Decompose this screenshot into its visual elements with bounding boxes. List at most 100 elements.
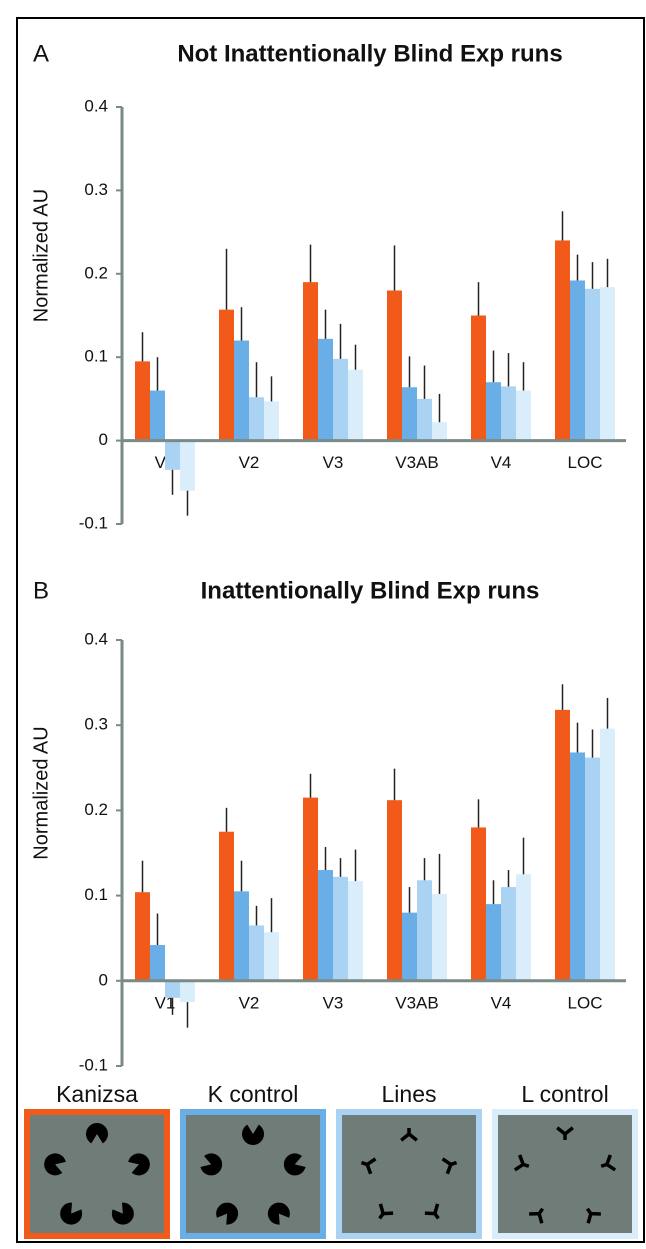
- y-tick-label: 0.2: [84, 800, 108, 819]
- stimulus-inducer: [283, 1153, 306, 1176]
- bar: [555, 709, 570, 981]
- stimulus-inducer: [86, 1123, 108, 1144]
- y-tick-label: 0.2: [84, 263, 108, 282]
- bar: [432, 422, 447, 441]
- bar: [264, 401, 279, 441]
- stimulus-inducer: [216, 1202, 239, 1225]
- x-tick-label: V4: [491, 993, 512, 1012]
- stimulus-inducer: [529, 1207, 545, 1224]
- stimulus-inducer: [556, 1126, 574, 1140]
- bar: [348, 881, 363, 981]
- bar: [348, 369, 363, 441]
- y-tick-label: -0.1: [79, 513, 108, 532]
- bar: [501, 887, 516, 981]
- stimulus-inducer: [128, 1153, 150, 1176]
- bar: [303, 282, 318, 441]
- chart-title: Not Inattentionally Blind Exp runs: [177, 40, 562, 67]
- stimulus-inducer: [378, 1203, 394, 1220]
- bar: [333, 358, 348, 441]
- bar: [486, 382, 501, 441]
- bar: [249, 925, 264, 981]
- bar: [570, 280, 585, 441]
- bar: [135, 892, 150, 981]
- stimulus-inducer: [400, 1128, 418, 1142]
- legend-swatch: [180, 1109, 326, 1239]
- y-axis-label: Normalized AU: [30, 726, 52, 859]
- bar: [264, 932, 279, 981]
- stimulus-inducer: [242, 1124, 265, 1145]
- y-tick-label: 0.4: [84, 629, 108, 648]
- bar: [600, 287, 615, 441]
- stimulus-inducer: [585, 1207, 601, 1224]
- y-tick-label: 0.4: [84, 96, 108, 115]
- bar: [387, 290, 402, 441]
- chart-title: Inattentionally Blind Exp runs: [201, 577, 540, 604]
- y-tick-label: 0.1: [84, 885, 108, 904]
- y-tick-label: 0: [99, 970, 108, 989]
- stimulus-inducer: [600, 1154, 617, 1172]
- bar: [150, 945, 165, 981]
- bar: [402, 387, 417, 441]
- bar: [303, 797, 318, 981]
- x-tick-label: V2: [239, 993, 260, 1012]
- stimulus-inducer: [200, 1153, 223, 1176]
- bar: [165, 440, 180, 470]
- bar: [516, 390, 531, 441]
- bar: [318, 338, 333, 441]
- bar: [180, 440, 195, 491]
- bar: [471, 315, 486, 441]
- bar: [501, 386, 516, 441]
- bar: [165, 980, 180, 998]
- stimulus-inducer: [111, 1202, 134, 1225]
- bar: [570, 752, 585, 981]
- bar: [234, 340, 249, 441]
- x-tick-label: V2: [239, 453, 260, 472]
- y-tick-label: 0.3: [84, 715, 108, 734]
- bar: [600, 728, 615, 981]
- panel-label: A: [33, 40, 49, 67]
- bar: [417, 880, 432, 981]
- panel-label: B: [33, 577, 49, 604]
- stimulus-inducer: [44, 1153, 66, 1176]
- bar: [150, 390, 165, 441]
- bar: [333, 876, 348, 981]
- y-tick-label: 0.3: [84, 180, 108, 199]
- y-axis-label: Normalized AU: [30, 189, 52, 322]
- stimulus-inducer: [60, 1202, 83, 1225]
- legend-label: Kanizsa: [56, 1081, 138, 1107]
- legend-label: L control: [521, 1081, 608, 1107]
- stimulus-inducer: [513, 1154, 530, 1172]
- x-tick-label: V3: [323, 993, 344, 1012]
- legend-swatch: [492, 1109, 638, 1239]
- legend-label: Lines: [382, 1081, 437, 1107]
- bar: [180, 980, 195, 1003]
- bar: [417, 398, 432, 441]
- bar: [432, 893, 447, 981]
- x-tick-label: V4: [491, 453, 512, 472]
- bar: [555, 240, 570, 441]
- bar: [486, 904, 501, 981]
- bar: [219, 309, 234, 441]
- bar: [318, 870, 333, 981]
- y-tick-label: -0.1: [79, 1055, 108, 1074]
- y-tick-label: 0.1: [84, 347, 108, 366]
- bar: [516, 874, 531, 981]
- bar: [234, 891, 249, 981]
- x-tick-label: LOC: [568, 453, 603, 472]
- figure-frame: [16, 17, 645, 1243]
- x-tick-label: V3AB: [395, 453, 438, 472]
- bar: [135, 361, 150, 441]
- legend-label: K control: [208, 1081, 299, 1107]
- y-tick-label: 0: [99, 430, 108, 449]
- bar: [585, 288, 600, 441]
- x-tick-label: V3: [323, 453, 344, 472]
- bar: [249, 397, 264, 441]
- x-tick-label: V1: [155, 993, 176, 1012]
- x-tick-label: LOC: [568, 993, 603, 1012]
- stimulus-inducer: [360, 1157, 377, 1175]
- bar: [471, 827, 486, 981]
- bar: [219, 831, 234, 981]
- bar: [585, 757, 600, 981]
